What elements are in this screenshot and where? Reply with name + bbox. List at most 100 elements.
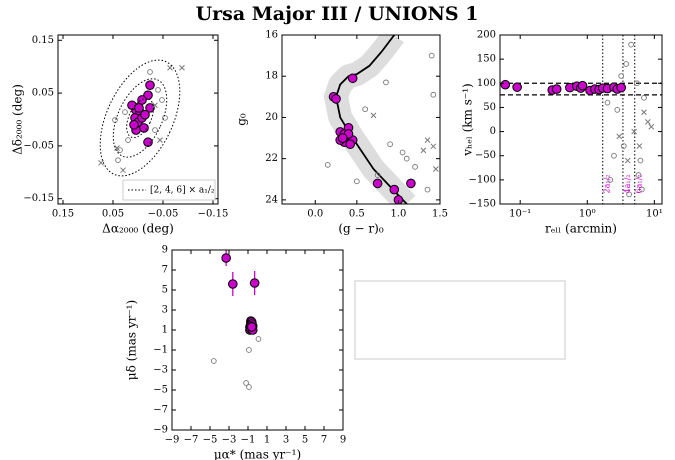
excluded-vhel-point: [637, 157, 644, 164]
legend-box: [354, 280, 566, 360]
member-point: [140, 109, 150, 120]
member-point: [249, 278, 260, 288]
plot-area: [500, 35, 662, 204]
excluded-vhel-point: [324, 161, 331, 168]
excluded-gaia-point: [624, 157, 631, 164]
y-axis-label: Δδ₂₀₀₀ (deg): [11, 84, 25, 155]
excluded-vhel-point: [628, 41, 634, 48]
excluded-vhel-point: [383, 79, 389, 86]
x-axis-label: Δα₂₀₀₀ (deg): [102, 222, 174, 236]
x-tick-label: 7: [321, 435, 327, 446]
excluded-gaia-point: [648, 123, 655, 130]
x-tick-label: 1.0: [390, 209, 406, 220]
ellipse: [99, 59, 181, 177]
legend-label: [2, 4, 6] × a₁/₂: [150, 186, 215, 196]
y-tick-label: 9: [162, 245, 168, 256]
x-tick-label: 1.5: [432, 209, 448, 220]
x-tick-label: −3: [222, 435, 237, 446]
x-axis-label: (g − r)₀: [338, 222, 383, 236]
excluded-vhel-point: [147, 69, 153, 75]
x-tick-label: 0.5: [349, 209, 365, 220]
member-point: [616, 82, 626, 93]
x-tick-label: 9: [340, 435, 346, 446]
x-tick-label: 3: [283, 435, 289, 446]
y-tick-label: 16: [265, 30, 278, 41]
isochrone-band: [324, 35, 416, 204]
x-axis-label: rₑₗₗ (arcmin): [545, 222, 617, 236]
excluded-vhel-point: [412, 164, 418, 170]
plot-area: [324, 35, 439, 204]
excluded-vhel-point: [387, 141, 393, 148]
y-tick-label: 1: [162, 325, 168, 336]
excluded-vhel-point: [210, 358, 217, 364]
excluded-gaia-point: [157, 137, 163, 143]
axes-frame: [499, 34, 663, 205]
y-tick-label: 100: [477, 78, 496, 89]
x-tick-label: 1: [264, 435, 270, 446]
excluded-vhel-point: [353, 178, 360, 185]
excluded-vhel-point: [623, 61, 630, 67]
excluded-gaia-point: [420, 147, 427, 154]
x-tick-label: −9: [165, 435, 180, 446]
member-point: [577, 80, 588, 91]
y-tick-label: −0.05: [23, 140, 54, 151]
member-point: [337, 133, 348, 143]
excluded-vhel-point: [159, 97, 165, 103]
y-tick-label: 18: [265, 71, 278, 82]
member-point: [247, 322, 257, 332]
excluded-vhel-point: [607, 177, 614, 183]
y-axis-label: vₕₑₗ (km s⁻¹): [461, 83, 475, 156]
y-tick-label: −50: [475, 150, 496, 161]
y-tick-label: 3: [162, 305, 168, 316]
member-point: [406, 178, 416, 189]
excluded-vhel-point: [638, 186, 645, 193]
member-point: [500, 79, 511, 90]
excluded-gaia-point: [120, 167, 126, 174]
legend-box: [122, 179, 216, 201]
y-axis-label: μδ (mas yr⁻¹): [125, 300, 139, 380]
excluded-gaia-point: [424, 137, 431, 143]
axes-frame: [171, 249, 344, 431]
excluded-vhel-point: [634, 80, 640, 87]
isochrone: [335, 35, 408, 204]
excluded-gaia-point: [645, 119, 651, 125]
member-point: [512, 82, 522, 92]
y-tick-label: −5: [153, 385, 168, 396]
excluded-vhel-point: [152, 127, 158, 133]
member-point: [129, 119, 139, 130]
y-tick-label: 0.15: [32, 35, 54, 46]
member-point: [143, 137, 153, 148]
y-tick-label: −3: [153, 365, 168, 376]
x-tick-label: −7: [184, 435, 199, 446]
x-tick-label: −0.05: [148, 209, 179, 220]
x-tick-label: 5: [302, 435, 308, 446]
y-tick-label: 50: [483, 102, 496, 113]
member-point: [139, 123, 149, 133]
ellipse: [112, 78, 168, 158]
member-point: [331, 94, 341, 104]
excluded-vhel-point: [604, 99, 611, 106]
ellipse: [126, 97, 154, 139]
x-tick-label: 10⁻¹: [509, 209, 531, 220]
member-point: [393, 195, 404, 204]
plot-area: [98, 64, 185, 174]
excluded-gaia-point: [432, 166, 439, 172]
member-point: [372, 178, 383, 189]
y-tick-label: −0.15: [23, 193, 54, 204]
excluded-vhel-point: [428, 52, 435, 59]
excluded-gaia-point: [631, 128, 638, 135]
excluded-gaia-point: [114, 145, 120, 151]
y-tick-label: 150: [477, 54, 496, 65]
member-point: [551, 84, 562, 94]
y-tick-label: 24: [265, 194, 278, 205]
member-point: [134, 103, 144, 113]
member-point: [145, 80, 155, 90]
y-tick-label: 0: [490, 126, 496, 137]
member-point: [228, 279, 238, 289]
figure-title: Ursa Major III / UNIONS 1: [196, 3, 479, 25]
excluded-vhel-point: [614, 106, 621, 113]
y-tick-label: 200: [477, 30, 496, 41]
excluded-vhel-point: [641, 94, 647, 101]
axes-frame: [57, 34, 219, 205]
